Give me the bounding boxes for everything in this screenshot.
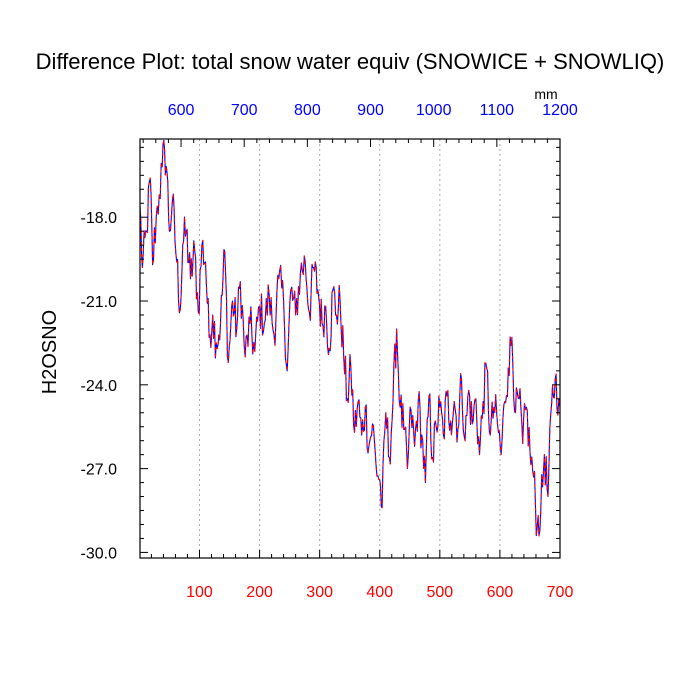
tick-labels: 100 200 300 400 500 600 700 600 700 800 900 1000 110…: [81, 102, 578, 601]
top-x-tick-label: 800: [294, 102, 321, 119]
x-tick-label: 500: [426, 584, 453, 601]
x-tick-label: 600: [487, 584, 514, 601]
top-x-tick-label: 600: [168, 102, 195, 119]
top-x-tick-label: 1200: [542, 102, 578, 119]
y-tick-label: -24.0: [81, 378, 118, 395]
y-tick-label: -30.0: [81, 545, 118, 562]
series-line-a: [139, 139, 561, 537]
x-tick-label: 400: [366, 584, 393, 601]
series-line-b: [139, 139, 561, 537]
x-tick-label: 700: [547, 584, 574, 601]
y-tick-label: -21.0: [81, 294, 118, 311]
plot-frame: [139, 138, 561, 559]
data-lines: [139, 139, 561, 537]
y-axis-label: H2OSNO: [39, 310, 61, 394]
top-x-tick-label: 1000: [416, 102, 452, 119]
x-tick-label: 200: [246, 584, 273, 601]
top-x-tick-label: 900: [357, 102, 384, 119]
chart-title: Difference Plot: total snow water equiv …: [36, 49, 665, 74]
top-x-tick-label: 1100: [480, 102, 515, 119]
ticks: [140, 139, 561, 558]
top-axis-unit: mm: [534, 86, 557, 102]
y-tick-label: -27.0: [81, 462, 118, 479]
top-x-tick-label: 700: [231, 102, 258, 119]
y-tick-label: -18.0: [81, 210, 118, 227]
x-tick-label: 300: [306, 584, 333, 601]
x-tick-label: 100: [186, 584, 213, 601]
